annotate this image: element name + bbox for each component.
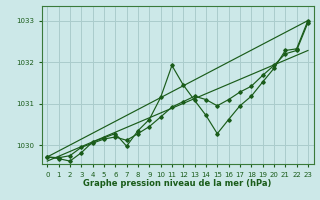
X-axis label: Graphe pression niveau de la mer (hPa): Graphe pression niveau de la mer (hPa) [84, 179, 272, 188]
